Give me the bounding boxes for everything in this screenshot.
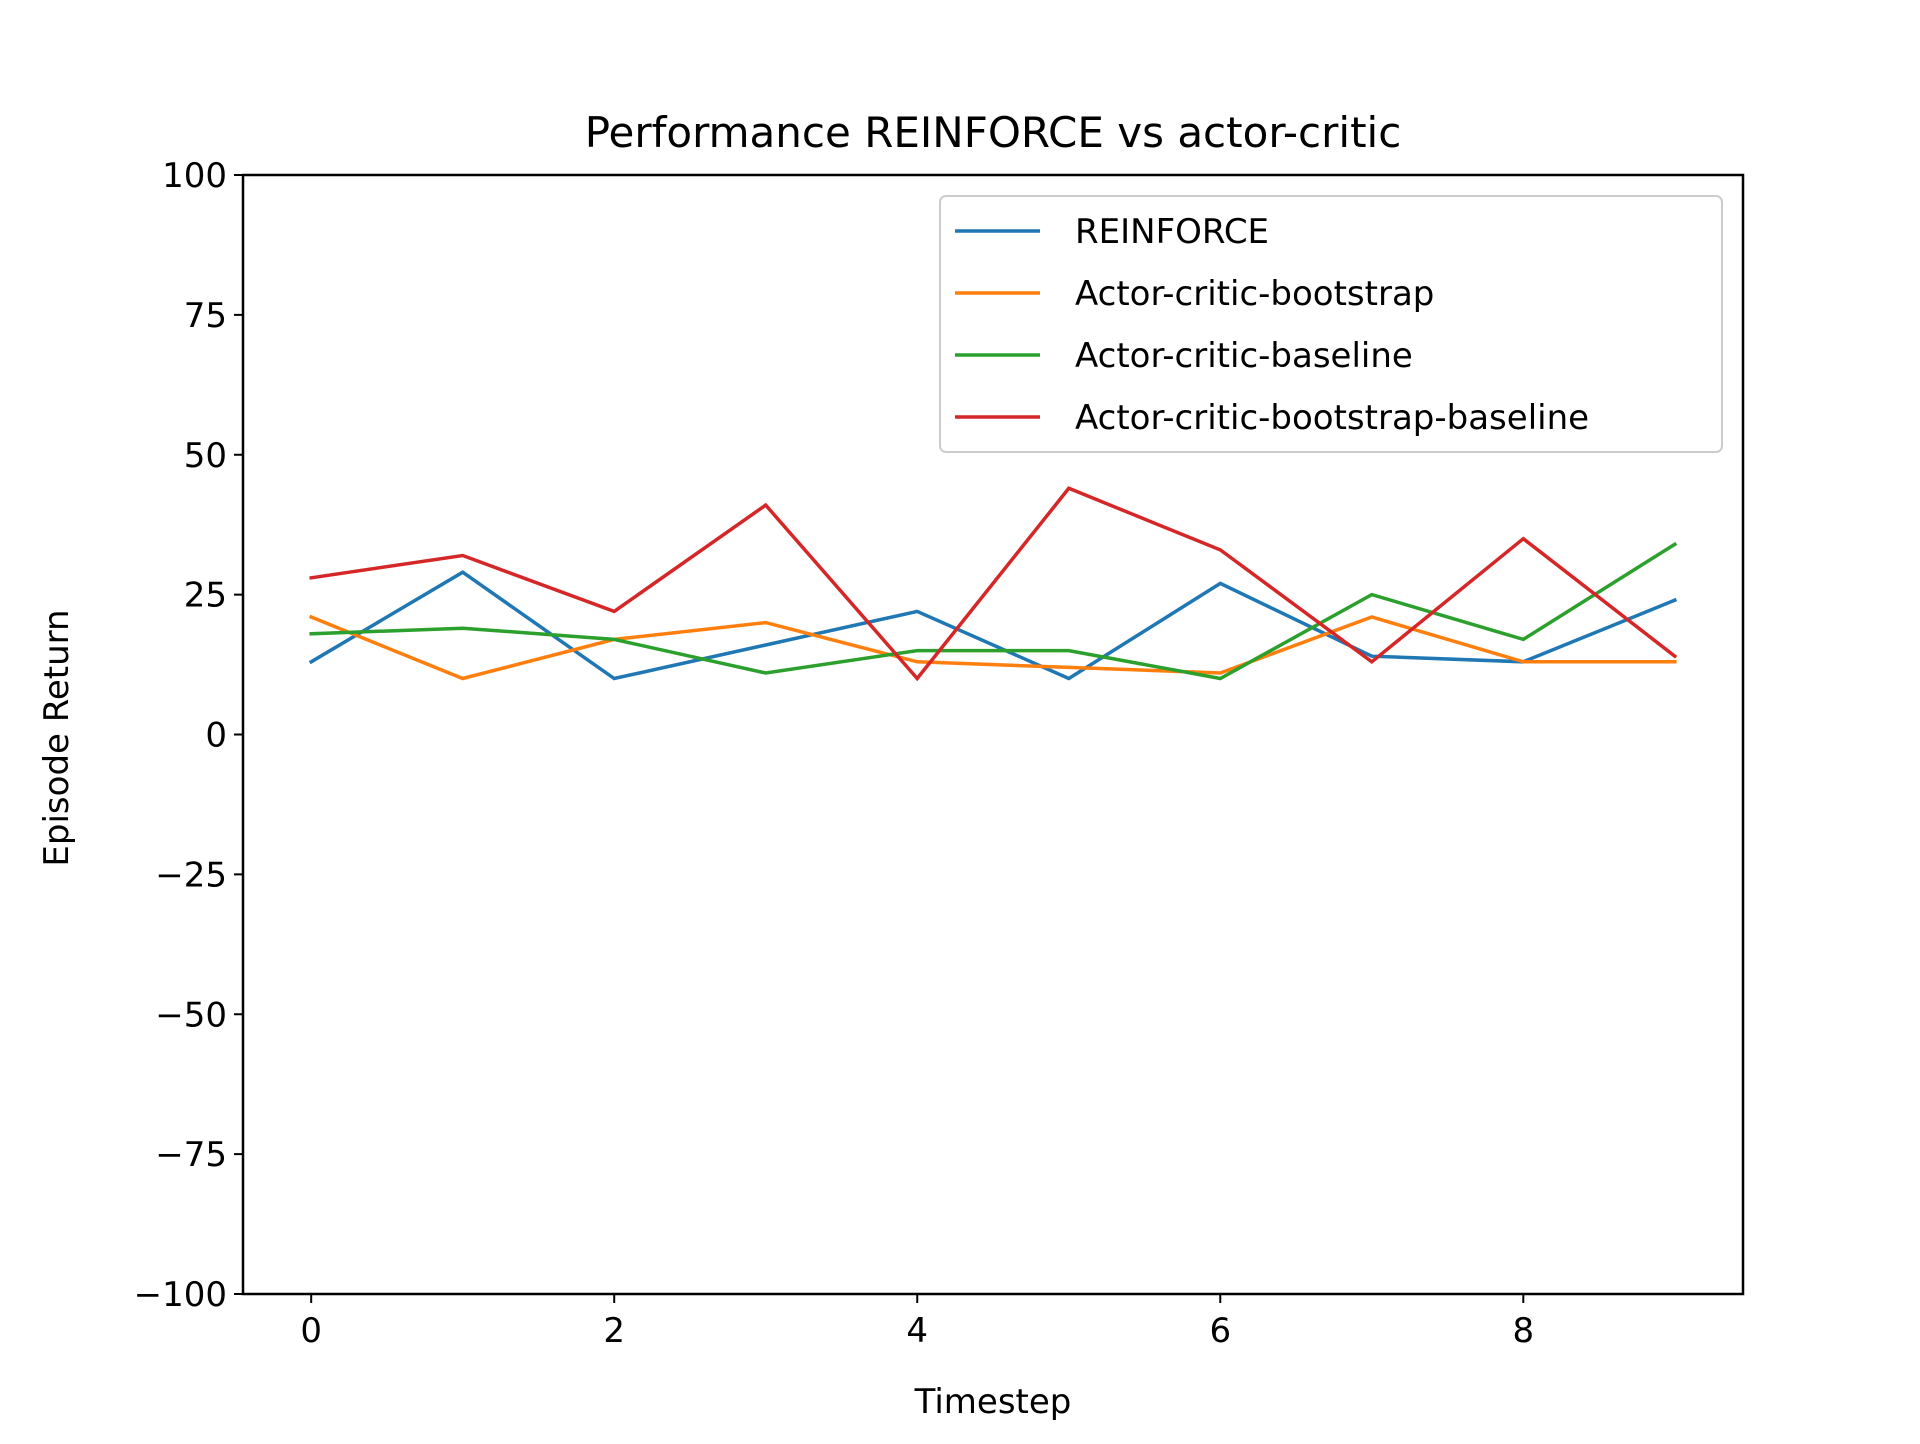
legend-box [939,195,1723,453]
y-tick-label: 75 [184,296,227,336]
series-line-1 [308,614,1677,681]
series-line-3 [309,486,1678,682]
y-tick-label: 0 [205,716,227,756]
x-tick-label: 2 [603,1311,625,1351]
legend-entry-label: REINFORCE [1075,212,1269,252]
x-tick-label: 8 [1512,1311,1534,1351]
y-axis-ticks: −100 −75 −50 −25 0 25 50 75 100 [134,156,243,1315]
y-tick-label: −75 [155,1135,227,1175]
plot-area-frame [241,173,1745,1296]
x-tick-label: 4 [906,1311,928,1351]
y-tick-label: 25 [184,576,227,616]
x-axis-label: Timestep [914,1382,1072,1422]
series-line-0 [308,570,1678,681]
x-tick-label: 0 [300,1311,322,1351]
x-axis-ticks: 0 2 4 6 8 [300,1294,1534,1351]
legend-entry-label: Actor-critic-bootstrap-baseline [1075,398,1589,438]
legend-entry-label: Actor-critic-baseline [1075,336,1413,376]
legend-entry-label: Actor-critic-bootstrap [1075,274,1434,314]
chart-title: Performance REINFORCE vs actor-critic [585,108,1402,157]
y-tick-label: −25 [155,855,227,895]
y-tick-label: −50 [155,995,227,1035]
y-axis-label: Episode Return [37,609,77,866]
y-tick-label: 100 [162,156,227,196]
x-tick-label: 6 [1209,1311,1231,1351]
y-tick-label: 50 [184,436,227,476]
series-lines [308,486,1678,682]
series-line-2 [309,541,1678,681]
y-tick-label: −100 [134,1275,227,1315]
legend: REINFORCE Actor-critic-bootstrap Actor-cri… [939,195,1723,453]
